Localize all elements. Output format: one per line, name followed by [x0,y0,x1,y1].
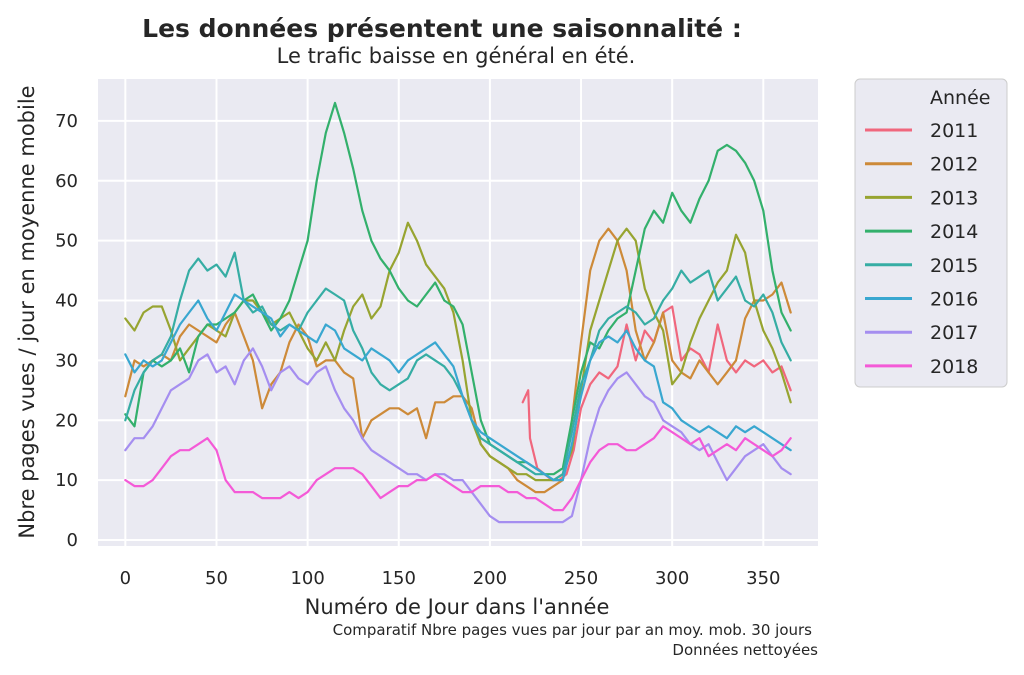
legend: Année 2011 2012 2013 2014 2015 2016 2017 2018 [854,78,1008,388]
legend-label-2013: 2013 [930,187,978,209]
grid-lines [98,79,818,546]
x-tick-label: 300 [655,568,689,589]
x-tick-label: 250 [564,568,598,589]
x-tick-label: 100 [290,568,324,589]
legend-label-2012: 2012 [930,154,978,176]
series-line-2012 [124,227,792,494]
chart-title: Les données présentent une saisonnalité … [142,14,742,43]
x-axis-label: Numéro de Jour dans l'année [305,595,610,619]
x-tick-label: 200 [473,568,507,589]
x-tick-label: 50 [205,568,228,589]
x-tick-label: 0 [120,568,131,589]
y-tick-label: 70 [55,111,78,132]
y-tick-label: 20 [55,410,78,431]
y-tick-labels: 0 10 20 30 40 50 60 70 [55,111,78,551]
legend-label-2017: 2017 [930,322,978,344]
note-comparatif: Comparatif Nbre pages vues par jour par … [333,621,813,639]
chart-subtitle: Le trafic baisse en général en été. [277,44,636,68]
note-donnees-nettoyees: Données nettoyées [672,641,818,659]
series-line-2014 [124,101,792,476]
legend-label-2018: 2018 [930,356,978,378]
legend-title: Année [930,87,990,109]
x-tick-labels: 0 50 100 150 200 250 300 350 [120,568,781,589]
plot-area [98,79,818,546]
series-line-2016 [124,293,792,482]
series-line-2015 [124,251,792,482]
y-tick-label: 50 [55,231,78,252]
legend-label-2016: 2016 [930,289,978,311]
x-tick-label: 150 [382,568,416,589]
legend-label-2011: 2011 [930,120,978,142]
y-axis-label: Nbre pages vues / jour en moyenne mobile [15,85,39,538]
y-tick-label: 60 [55,171,78,192]
legend-label-2014: 2014 [930,221,978,243]
y-tick-label: 40 [55,291,78,312]
x-tick-label: 350 [746,568,780,589]
series-line-2017 [124,347,792,524]
series-line-2018 [124,425,792,512]
legend-label-2015: 2015 [930,255,978,277]
legend-box [854,78,1008,388]
y-tick-label: 30 [55,350,78,371]
y-tick-label: 10 [55,470,78,491]
y-tick-label: 0 [67,530,78,551]
series-layer [124,101,792,524]
